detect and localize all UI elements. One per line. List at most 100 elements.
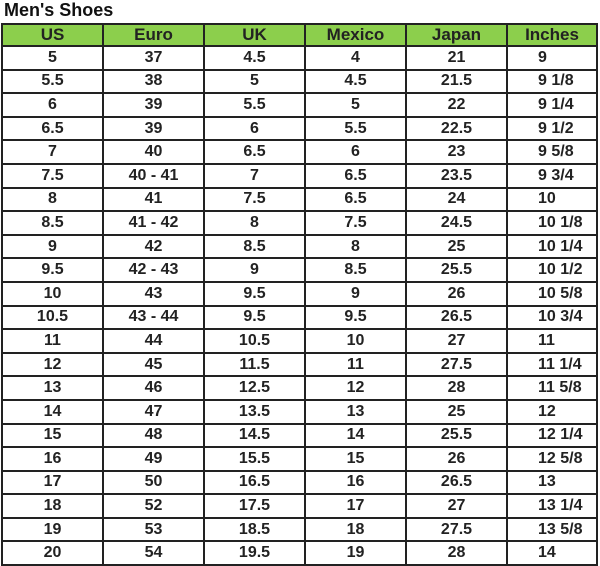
column-header: Inches (506, 23, 598, 47)
table-cell: 37 (102, 45, 205, 71)
table-row: 8 41 7.5 6.5 24 10 (1, 186, 598, 213)
table-cell: 21.5 (405, 68, 508, 95)
table-cell: 49 (102, 446, 205, 472)
table-row: 8.5 41 - 42 8 7.5 24.5 10 1/8 (1, 210, 598, 236)
table-cell: 25.5 (405, 257, 508, 283)
table-cell: 6.5 (203, 139, 306, 165)
table-cell: 28 (405, 540, 508, 566)
table-cell: 16 (1, 446, 104, 472)
table-cell: 6 (304, 139, 407, 165)
table-cell: 7.5 (304, 210, 407, 236)
table-cell: 9 3/4 (506, 162, 598, 189)
table-cell: 6.5 (304, 162, 407, 189)
table-cell: 40 (102, 139, 205, 165)
table-cell: 14 (304, 422, 407, 449)
table-cell: 6.5 (304, 186, 407, 213)
table-row: 15 48 14.5 14 25.5 12 1/4 (1, 422, 598, 449)
table-cell: 11.5 (203, 351, 306, 378)
size-chart-table: US Euro UK Mexico Japan Inches 5 37 4.5 4 21 9 5.5 3… (1, 23, 598, 566)
table-row: 9 42 8.5 8 25 10 1/4 (1, 233, 598, 260)
table-cell: 9 (506, 45, 598, 71)
table-cell: 10 1/8 (506, 210, 598, 236)
table-cell: 27 (405, 328, 508, 354)
table-cell: 25 (405, 233, 508, 260)
table-cell: 10 5/8 (506, 280, 598, 307)
table-cell: 12 (1, 351, 104, 378)
table-cell: 9 1/8 (506, 68, 598, 95)
table-cell: 12 (506, 398, 598, 425)
page-title: Men's Shoes (4, 0, 114, 20)
table-cell: 12 1/4 (506, 422, 598, 449)
table-cell: 14 (506, 540, 598, 566)
table-cell: 9.5 (304, 304, 407, 331)
table-cell: 47 (102, 398, 205, 425)
table-cell: 13 (506, 469, 598, 496)
table-cell: 5 (304, 92, 407, 118)
table-cell: 5.5 (304, 115, 407, 142)
table-cell: 5.5 (203, 92, 306, 118)
table-cell: 7 (203, 162, 306, 189)
table-cell: 25 (405, 398, 508, 425)
table-cell: 9.5 (1, 257, 104, 283)
table-cell: 27.5 (405, 516, 508, 543)
table-cell: 12 5/8 (506, 446, 598, 472)
table-cell: 43 - 44 (102, 304, 205, 331)
table-cell: 8.5 (1, 210, 104, 236)
table-cell: 6 (203, 115, 306, 142)
table-cell: 5 (1, 45, 104, 71)
table-cell: 9.5 (203, 304, 306, 331)
table-cell: 14.5 (203, 422, 306, 449)
table-cell: 14 (1, 398, 104, 425)
table-cell: 15.5 (203, 446, 306, 472)
table-cell: 38 (102, 68, 205, 95)
table-cell: 8.5 (203, 233, 306, 260)
table-cell: 10.5 (1, 304, 104, 331)
column-header: Euro (102, 23, 205, 47)
table-cell: 10 (1, 280, 104, 307)
table-cell: 24 (405, 186, 508, 213)
column-header: UK (203, 23, 306, 47)
table-cell: 40 - 41 (102, 162, 205, 189)
table-cell: 10 1/4 (506, 233, 598, 260)
table-cell: 27 (405, 493, 508, 519)
header-row: US Euro UK Mexico Japan Inches (1, 23, 598, 47)
table-cell: 9 1/2 (506, 115, 598, 142)
table-cell: 42 (102, 233, 205, 260)
table-cell: 42 - 43 (102, 257, 205, 283)
table-row: 10.5 43 - 44 9.5 9.5 26.5 10 3/4 (1, 304, 598, 331)
table-row: 13 46 12.5 12 28 11 5/8 (1, 375, 598, 401)
table-row: 12 45 11.5 11 27.5 11 1/4 (1, 351, 598, 378)
table-cell: 17 (1, 469, 104, 496)
table-row: 7.5 40 - 41 7 6.5 23.5 9 3/4 (1, 162, 598, 189)
table-cell: 6.5 (1, 115, 104, 142)
table-cell: 13.5 (203, 398, 306, 425)
table-cell: 18 (304, 516, 407, 543)
table-row: 10 43 9.5 9 26 10 5/8 (1, 280, 598, 307)
table-cell: 22 (405, 92, 508, 118)
table-cell: 9.5 (203, 280, 306, 307)
table-cell: 13 (304, 398, 407, 425)
table-cell: 9 (1, 233, 104, 260)
table-cell: 41 (102, 186, 205, 213)
table-cell: 6 (1, 92, 104, 118)
table-cell: 12 (304, 375, 407, 401)
table-cell: 28 (405, 375, 508, 401)
table-cell: 19.5 (203, 540, 306, 566)
table-cell: 11 (506, 328, 598, 354)
table-cell: 54 (102, 540, 205, 566)
table-cell: 43 (102, 280, 205, 307)
table-cell: 8.5 (304, 257, 407, 283)
column-header: US (1, 23, 104, 47)
table-cell: 15 (304, 446, 407, 472)
table-cell: 18 (1, 493, 104, 519)
table-row: 18 52 17.5 17 27 13 1/4 (1, 493, 598, 519)
table-cell: 23 (405, 139, 508, 165)
table-cell: 12.5 (203, 375, 306, 401)
table-row: 11 44 10.5 10 27 11 (1, 328, 598, 354)
table-row: 5.5 38 5 4.5 21.5 9 1/8 (1, 68, 598, 95)
table-cell: 39 (102, 115, 205, 142)
table-cell: 25.5 (405, 422, 508, 449)
table-cell: 8 (203, 210, 306, 236)
table-cell: 4 (304, 45, 407, 71)
table-cell: 4.5 (203, 45, 306, 71)
